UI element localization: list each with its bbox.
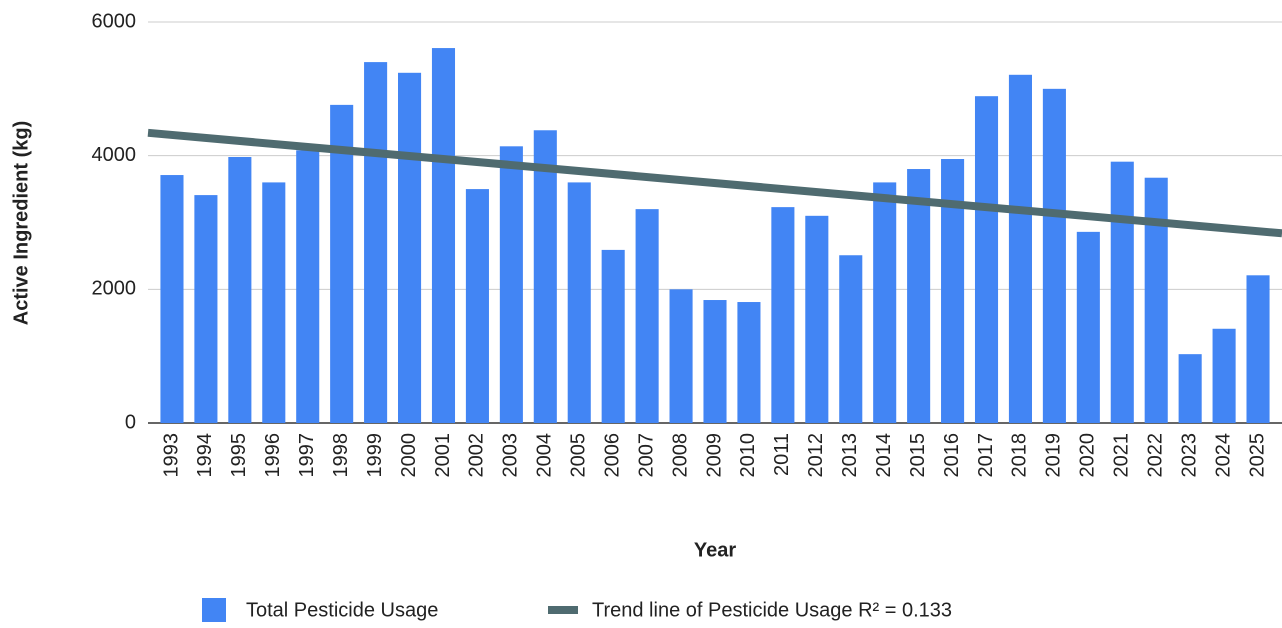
- x-tick-label: 2006: [601, 433, 623, 478]
- x-tick-label: 2018: [1009, 433, 1031, 478]
- bar: [1178, 354, 1202, 423]
- x-tick-label: 2020: [1077, 433, 1099, 478]
- x-tick-label: 2001: [432, 433, 454, 478]
- x-tick-label: 2003: [500, 433, 522, 478]
- bar: [941, 159, 965, 423]
- bar: [703, 300, 727, 423]
- legend-label: Total Pesticide Usage: [246, 599, 438, 621]
- bar: [398, 72, 422, 423]
- bar: [533, 130, 557, 423]
- x-tick-label: 1997: [296, 433, 318, 478]
- x-tick-label: 2007: [635, 433, 657, 478]
- x-tick-label: 1993: [160, 433, 182, 478]
- x-tick-label: 2014: [873, 433, 895, 478]
- bar: [805, 215, 829, 423]
- bar: [194, 195, 218, 423]
- bar: [567, 182, 591, 423]
- bar: [296, 150, 320, 423]
- bar: [1042, 88, 1066, 423]
- x-tick-label: 1996: [262, 433, 284, 478]
- bar: [737, 302, 761, 423]
- bar: [771, 207, 795, 423]
- bar: [1246, 275, 1270, 423]
- x-tick-label: 2017: [975, 433, 997, 478]
- y-tick-label: 6000: [92, 10, 137, 32]
- x-tick-label: 2000: [398, 433, 420, 478]
- x-tick-label: 2012: [805, 433, 827, 478]
- bar: [839, 255, 863, 423]
- bar: [1144, 177, 1168, 423]
- x-tick-label: 2005: [568, 433, 590, 478]
- bar: [873, 182, 897, 423]
- bar: [1110, 161, 1134, 423]
- bar: [669, 289, 693, 423]
- bar: [330, 104, 354, 423]
- x-tick-label: 2019: [1043, 433, 1065, 478]
- legend-label: Trend line of Pesticide Usage R² = 0.133: [592, 599, 952, 621]
- x-tick-label: 2011: [771, 433, 793, 476]
- bar: [635, 209, 659, 423]
- trend-line: [147, 128, 1282, 238]
- y-axis-label: Active Ingredient (kg): [10, 121, 32, 325]
- bar: [1076, 231, 1100, 423]
- x-tick-label: 2023: [1178, 433, 1200, 478]
- x-tick-label: 1998: [330, 433, 352, 478]
- x-tick-label: 2021: [1111, 433, 1133, 478]
- bar: [499, 146, 523, 423]
- legend-swatch: [202, 598, 226, 622]
- bar: [1212, 328, 1236, 423]
- x-tick-label: 2009: [703, 433, 725, 478]
- x-tick-label: 1995: [228, 433, 250, 478]
- x-tick-label: 2015: [907, 433, 929, 478]
- bar: [907, 169, 931, 423]
- bar: [431, 48, 456, 423]
- x-tick-label: 2022: [1144, 433, 1166, 478]
- x-tick-label: 2002: [466, 433, 488, 478]
- bar: [974, 96, 999, 423]
- bar: [1008, 74, 1032, 423]
- x-tick-label: 1999: [364, 433, 386, 478]
- x-axis-label: Year: [694, 539, 736, 561]
- bar: [160, 175, 184, 423]
- bar: [601, 249, 625, 423]
- x-tick-label: 2024: [1212, 433, 1234, 478]
- x-tick-label: 2004: [534, 433, 556, 478]
- x-tick-label: 2013: [839, 433, 861, 478]
- y-tick-label: 2000: [92, 278, 137, 300]
- bar: [228, 157, 252, 423]
- bar: [364, 62, 388, 423]
- y-tick-label: 0: [125, 411, 136, 433]
- bar: [262, 182, 286, 423]
- y-tick-label: 4000: [92, 144, 137, 166]
- x-tick-label: 2010: [737, 433, 759, 478]
- x-tick-label: 2016: [941, 433, 963, 478]
- x-tick-label: 2025: [1246, 433, 1268, 478]
- x-tick-label: 1994: [194, 433, 216, 478]
- bar: [465, 189, 489, 423]
- x-tick-label: 2008: [669, 433, 691, 478]
